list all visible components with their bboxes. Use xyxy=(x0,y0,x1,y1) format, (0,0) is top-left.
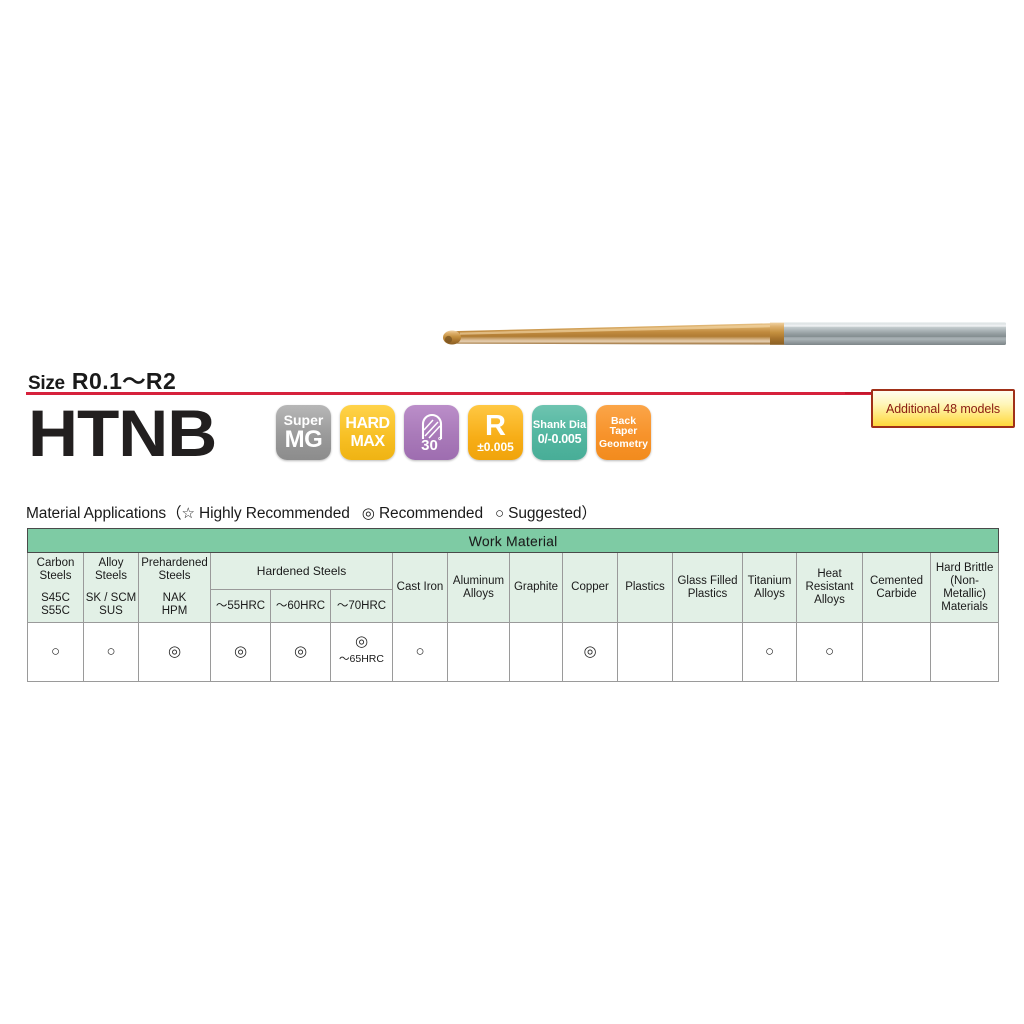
callout-connector-line xyxy=(845,392,873,394)
material-applications-title: Material Applications xyxy=(26,505,167,522)
product-photo xyxy=(443,322,1006,345)
legend-circle-icon: ○ xyxy=(494,505,504,522)
col-header-plastics: Plastics xyxy=(617,552,673,623)
rating-hardened-70hrc-note: ～65HRC xyxy=(339,653,384,665)
col-header-prehardened-steels: Prehardened Steels NAK HPM xyxy=(138,552,211,623)
tapered-neck-icon xyxy=(421,413,442,439)
red-divider-rule xyxy=(26,392,986,395)
badge-r-tolerance: R ±0.005 xyxy=(468,405,523,460)
badge-super-mg-line1: Super xyxy=(283,412,324,428)
badge-super-mg: Super MG xyxy=(276,405,331,460)
rating-prehardened-steels: ◎ xyxy=(138,622,211,682)
table-row-column-headers: Carbon Steels S45C S55C Alloy Steels SK / S… xyxy=(27,552,1000,623)
rating-hard-brittle xyxy=(929,622,1000,682)
col-header-alloy-steels: Alloy Steels SK / SCM SUS xyxy=(83,552,139,623)
rating-hardened-55hrc: ◎ xyxy=(210,622,271,682)
feature-badge-list: Super MG HARD MAX 30° R ±0.005 Shank Dia… xyxy=(276,405,651,460)
badge-hard-max: HARD MAX xyxy=(340,405,395,460)
rating-hardened-70hrc: ◎ ～65HRC xyxy=(330,622,393,682)
badge-shank-dia-line2: 0/-0.005 xyxy=(537,431,582,446)
open-paren: （ xyxy=(166,505,182,522)
material-applications-caption: Material Applications（☆ Highly Recommend… xyxy=(26,501,597,523)
badge-r-tolerance-line2: ±0.005 xyxy=(477,440,514,454)
badge-shank-dia: Shank Dia 0/-0.005 xyxy=(532,405,587,460)
brand-row: HTNB Super MG HARD MAX 30° R ±0.005 Shan… xyxy=(28,396,998,482)
col-header-glass-filled-plastics: Glass Filled Plastics xyxy=(672,552,743,623)
col-header-graphite: Graphite xyxy=(509,552,563,623)
col-header-titanium-alloys: Titanium Alloys xyxy=(742,552,797,623)
badge-back-taper: Back Taper Geometry xyxy=(596,405,651,460)
legend-label-suggested: Suggested xyxy=(508,505,582,522)
rating-carbon-steels: ○ xyxy=(27,622,84,682)
col-header-hardened-60hrc: ～60HRC xyxy=(270,589,331,623)
material-applications-table: Work Material Carbon Steels S45C S55C Allo… xyxy=(26,528,1000,682)
legend-star-icon: ☆ xyxy=(181,505,195,522)
size-label: Size xyxy=(28,373,65,394)
badge-angle-30-value: 30° xyxy=(421,435,442,454)
rating-plastics xyxy=(617,622,673,682)
col-header-hard-brittle: Hard Brittle (Non-Metallic) Materials xyxy=(929,552,1000,623)
badge-shank-dia-line1: Shank Dia xyxy=(532,418,587,431)
product-series-title: HTNB xyxy=(28,396,217,470)
size-value: R0.1～R2 xyxy=(71,368,177,394)
badge-back-taper-line1: Back Taper xyxy=(609,414,638,438)
badge-hard-max-line2: MAX xyxy=(350,432,385,450)
col-header-hardened-55hrc: ～55HRC xyxy=(210,589,271,623)
rating-glass-filled-plastics xyxy=(672,622,743,682)
work-material-header: Work Material xyxy=(26,528,1000,553)
legend-double-circle-icon: ◎ xyxy=(361,505,375,522)
badge-r-tolerance-line1: R xyxy=(485,410,506,442)
rating-aluminum-alloys xyxy=(447,622,510,682)
rating-alloy-steels: ○ xyxy=(83,622,139,682)
rating-cast-iron: ○ xyxy=(392,622,448,682)
table-row-ratings: ○ ○ ◎ ◎ ◎ ◎ ～65HRC ○ ◎ ○ ○ xyxy=(27,622,1000,682)
badge-angle-30: 30° xyxy=(404,405,459,460)
col-header-copper: Copper xyxy=(562,552,618,623)
col-header-hardened-70hrc: ～70HRC xyxy=(330,589,393,623)
table-row-hardness-subheaders: ～55HRC ～60HRC ～70HRC xyxy=(28,589,999,623)
col-header-hardened-steels-group: Hardened Steels xyxy=(210,552,393,590)
additional-models-badge: Additional 48 models xyxy=(871,389,1015,428)
table-row-group-header: Work Material xyxy=(26,528,1000,553)
rating-hardened-60hrc: ◎ xyxy=(270,622,331,682)
rating-copper: ◎ xyxy=(562,622,618,682)
legend-label-highly-recommended: Highly Recommended xyxy=(199,505,350,522)
rating-cemented-carbide xyxy=(862,622,931,682)
badge-hard-max-line1: HARD xyxy=(345,414,390,432)
col-header-aluminum-alloys: Aluminum Alloys xyxy=(447,552,510,623)
badge-back-taper-line2: Geometry xyxy=(598,437,649,450)
rating-titanium-alloys: ○ xyxy=(742,622,797,682)
size-line: Size R0.1～R2 xyxy=(28,362,176,396)
badge-super-mg-line2: MG xyxy=(284,426,323,453)
rating-heat-resistant-alloys: ○ xyxy=(796,622,863,682)
col-header-cemented-carbide: Cemented Carbide xyxy=(862,552,931,623)
legend-label-recommended: Recommended xyxy=(378,505,483,522)
col-header-carbon-steels: Carbon Steels S45C S55C xyxy=(27,552,84,623)
rating-graphite xyxy=(509,622,563,682)
col-header-heat-resistant-alloys: Heat Resistant Alloys xyxy=(796,552,863,623)
col-header-cast-iron: Cast Iron xyxy=(392,552,448,623)
close-paren: ） xyxy=(581,505,597,522)
